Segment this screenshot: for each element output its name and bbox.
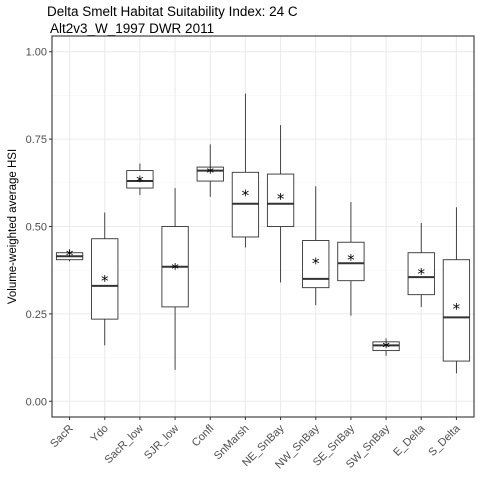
mean-marker: * bbox=[242, 187, 250, 205]
chart-title: Delta Smelt Habitat Suitability Index: 2… bbox=[47, 4, 298, 19]
box bbox=[407, 252, 435, 296]
chart-subtitle: Alt2v3_W_1997 DWR 2011 bbox=[47, 21, 214, 36]
y-axis-title: Volume-weighted average HSI bbox=[7, 149, 19, 304]
panel-border bbox=[51, 35, 475, 418]
y-tick-label: 0.25 bbox=[26, 309, 47, 321]
box bbox=[91, 238, 119, 320]
mean-marker: * bbox=[277, 190, 285, 208]
boxplot-Confl: * bbox=[196, 144, 224, 197]
boxplot-SnMarsh: * bbox=[231, 93, 260, 248]
boxplot-marks: * * * * * * * * * * * * bbox=[55, 93, 471, 374]
mean-marker: * bbox=[382, 339, 390, 357]
box bbox=[266, 173, 295, 227]
mean-marker: * bbox=[66, 247, 74, 265]
mean-marker: * bbox=[347, 251, 355, 269]
box bbox=[126, 170, 154, 189]
boxplot-SJR_low: * bbox=[161, 188, 189, 370]
boxplot-Ydo: * bbox=[91, 212, 119, 346]
mean-marker: * bbox=[136, 173, 144, 191]
y-tick-label: 0.50 bbox=[26, 222, 47, 234]
y-tick-label: 0.00 bbox=[26, 396, 47, 408]
boxplot-S_Delta: * bbox=[442, 207, 471, 374]
boxplot-NW_SnBay: * bbox=[302, 186, 330, 306]
boxplot-SacR_low: * bbox=[126, 163, 154, 196]
mean-marker: * bbox=[418, 265, 426, 283]
mean-marker: * bbox=[207, 164, 215, 182]
box bbox=[442, 259, 471, 362]
boxplot-SE_SnBay: * bbox=[337, 202, 365, 316]
box bbox=[337, 241, 365, 282]
boxplot-NE_SnBay: * bbox=[266, 125, 295, 283]
mean-marker: * bbox=[171, 260, 179, 278]
mean-marker: * bbox=[453, 300, 461, 318]
y-tick-label: 0.75 bbox=[26, 134, 47, 146]
boxplot-E_Delta: * bbox=[407, 223, 435, 307]
boxplot-SacR: * bbox=[55, 247, 84, 265]
mean-marker: * bbox=[101, 272, 109, 290]
y-tick-label: 1.00 bbox=[26, 47, 47, 59]
boxplot-SW_SnBay: * bbox=[372, 338, 400, 357]
mean-marker: * bbox=[312, 255, 320, 273]
